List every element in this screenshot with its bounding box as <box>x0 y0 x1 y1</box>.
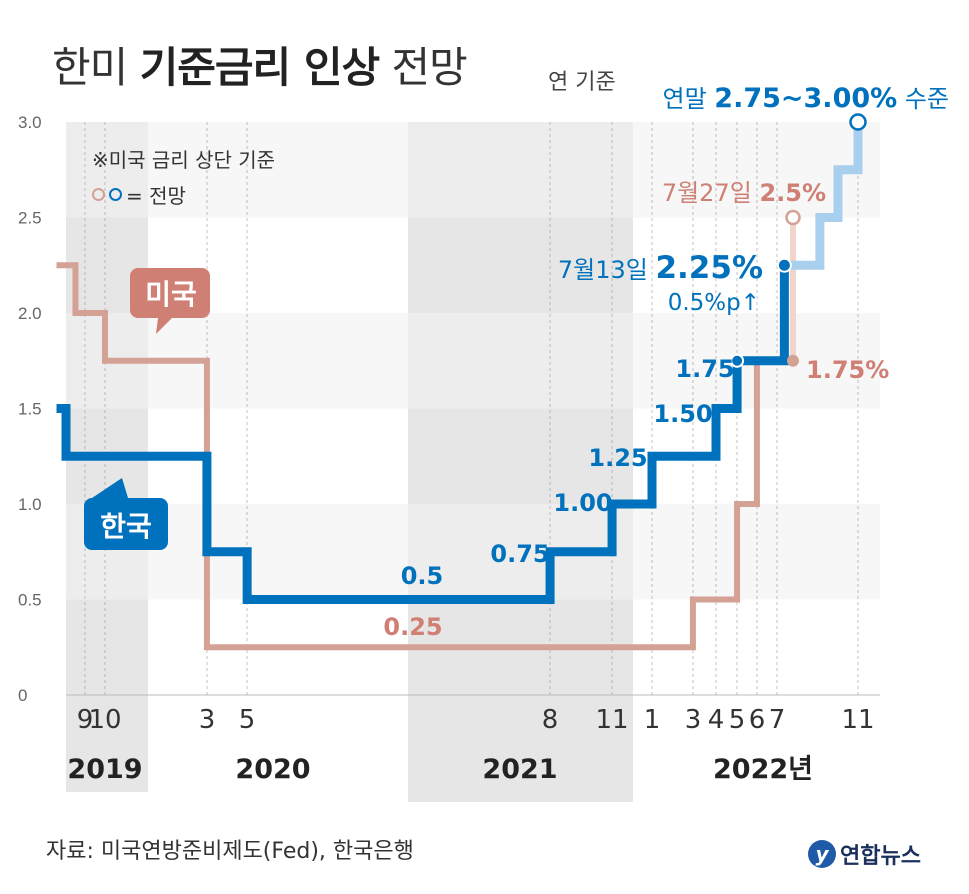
yonhap-logo: y 연합뉴스 <box>808 838 921 870</box>
us-forecast-ring-icon <box>92 188 105 201</box>
x-month-label: 8 <box>542 705 559 735</box>
band-2021 <box>408 122 633 802</box>
x-month-label: 9 <box>77 705 94 735</box>
chart-title: 한미 기준금리 인상 전망 <box>52 34 468 95</box>
series-lines <box>56 122 863 651</box>
us-callout-label: 미국 <box>145 278 197 311</box>
korea-hike-label: 0.5%p↑ <box>668 290 760 316</box>
x-month-label: 6 <box>749 705 766 735</box>
x-month-label: 10 <box>88 705 121 735</box>
korea-jul13-label: 7월13일 2.25% <box>558 250 763 286</box>
unit-note: 연 기준 <box>548 70 616 95</box>
korea-step-label: 1.50 <box>653 400 712 428</box>
x-year-label: 2022년 <box>713 754 813 785</box>
year-bands <box>0 0 633 802</box>
y-axis-ticks: 0 0.5 1.0 1.5 2.0 2.5 3.0 <box>18 113 42 705</box>
korea-forecast-line <box>784 122 863 270</box>
x-month-label: 3 <box>199 705 216 735</box>
y-tick-label: 1.5 <box>18 400 42 419</box>
x-month-label: 1 <box>644 705 661 735</box>
us-low-label: 0.25 <box>383 613 442 641</box>
korea-step-label: 1.00 <box>553 489 612 517</box>
grid-lines <box>66 122 880 696</box>
korea-year-end-label: 연말 2.75~3.00% 수준 <box>662 83 949 114</box>
forecast-legend-text: = 전망 <box>126 184 186 208</box>
grid-stripe <box>66 504 880 600</box>
us-forecast-point <box>785 209 801 226</box>
x-month-label: 5 <box>729 705 746 735</box>
y-tick-label: 2.5 <box>18 209 42 228</box>
us-callout-box <box>130 268 210 334</box>
y-tick-label: 3.0 <box>18 113 42 132</box>
korea-jul13-point <box>776 257 792 273</box>
grid-stripe <box>66 122 880 218</box>
korea-year-end-suffix: 수준 <box>897 85 949 113</box>
korea-step-label: 0.75 <box>490 540 549 568</box>
us-jul27-prefix: 7월27일 <box>662 179 760 207</box>
logo-icon: y <box>808 840 836 868</box>
korea-rate-line <box>56 265 789 604</box>
x-month-label: 11 <box>595 705 628 735</box>
logo-text: 연합뉴스 <box>840 844 921 869</box>
us-jul27-label: 7월27일 2.5% <box>662 179 826 207</box>
y-tick-label: 0.5 <box>18 591 42 610</box>
source-note: 자료: 미국연방준비제도(Fed), 한국은행 <box>46 839 414 864</box>
x-year-label: 2019 <box>67 754 142 785</box>
korea-jul13-prefix: 7월13일 <box>558 256 656 284</box>
title-light-1: 한미 <box>52 43 128 92</box>
korea-step-label: 1.75 <box>675 355 734 383</box>
korea-step-label: 0.5 <box>401 562 444 590</box>
title-light-2: 전망 <box>391 43 467 92</box>
us-current-point <box>786 354 799 367</box>
forecast-markers <box>730 113 867 368</box>
forecast-legend: = 전망 <box>92 180 186 209</box>
x-month-label: 11 <box>841 705 874 735</box>
korea-callout-box <box>84 478 168 550</box>
us-current-label: 1.75% <box>806 356 889 384</box>
korea-may-point <box>730 353 745 368</box>
rate-basis-note: ※미국 금리 상단 기준 <box>92 148 276 172</box>
korea-step-label: 1.25 <box>588 444 647 472</box>
y-tick-label: 1.0 <box>18 495 42 514</box>
y-tick-label: 0 <box>18 686 27 705</box>
korea-year-end-prefix: 연말 <box>662 85 714 113</box>
y-tick-label: 2.0 <box>18 304 42 323</box>
x-month-label: 3 <box>685 705 702 735</box>
x-month-label: 5 <box>239 705 256 735</box>
x-month-label: 7 <box>769 705 786 735</box>
korea-forecast-ring-icon <box>109 188 122 201</box>
us-rate-line <box>56 262 793 651</box>
band-spacer <box>0 0 40 20</box>
title-bold: 기준금리 인상 <box>139 43 380 92</box>
korea-callout-label: 한국 <box>100 510 152 543</box>
korea-forecast-point <box>849 113 867 131</box>
us-jul27-value: 2.5% <box>759 179 826 207</box>
x-year-label: 2020 <box>235 754 310 785</box>
x-year-label: 2021 <box>482 754 557 785</box>
korea-year-end-value: 2.75~3.00% <box>714 83 897 114</box>
korea-jul13-value: 2.25% <box>655 250 763 286</box>
x-month-label: 4 <box>708 705 725 735</box>
